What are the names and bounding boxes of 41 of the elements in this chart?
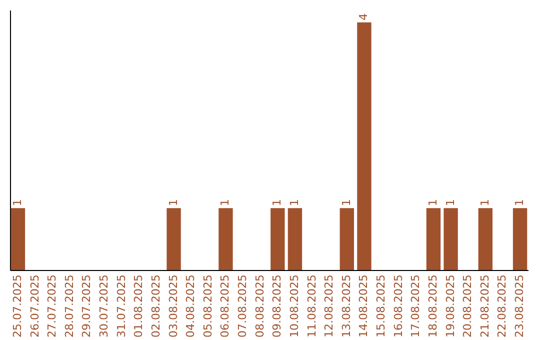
x-tick-label: 10.08.2025: [288, 274, 301, 338]
data-label: 1: [426, 199, 440, 206]
data-label: 1: [270, 199, 284, 206]
x-tick-label: 28.07.2025: [62, 274, 76, 338]
data-label: 1: [218, 199, 232, 206]
x-tick-label: 16.08.2025: [392, 274, 405, 338]
x-tick-label: 21.08.2025: [478, 274, 492, 338]
x-tick-label: 01.08.2025: [132, 274, 146, 338]
data-label: 1: [478, 199, 492, 206]
x-tick-label: 15.08.2025: [374, 274, 388, 338]
x-tick-label: 26.07.2025: [28, 274, 42, 338]
data-label: 4: [357, 13, 370, 20]
x-tick-label: 20.08.2025: [461, 274, 474, 338]
x-tick-label: 04.08.2025: [184, 274, 198, 338]
x-tick-label: 25.07.2025: [10, 274, 24, 338]
x-tick-label: 02.08.2025: [149, 274, 162, 338]
x-tick-label: 06.08.2025: [218, 274, 232, 338]
data-label: 1: [166, 199, 180, 206]
data-label: 1: [288, 199, 301, 206]
x-tick-label: 22.08.2025: [496, 274, 509, 338]
data-label: 1: [10, 199, 24, 206]
x-tick-label: 23.08.2025: [513, 274, 526, 338]
x-tick-label: 31.07.2025: [114, 274, 128, 338]
x-tick-label: 08.08.2025: [253, 274, 266, 338]
x-tick-label: 14.08.2025: [357, 274, 370, 338]
x-tick-label: 29.07.2025: [80, 274, 94, 338]
x-tick-label: 07.08.2025: [236, 274, 250, 338]
x-tick-label: 30.07.2025: [98, 274, 111, 338]
x-tick-label: 03.08.2025: [166, 274, 180, 338]
x-tick-label: 05.08.2025: [201, 274, 214, 338]
x-tick-label: 19.08.2025: [444, 274, 457, 338]
data-label: 1: [340, 199, 353, 206]
x-tick-label: 17.08.2025: [409, 274, 422, 338]
x-tick-label: 09.08.2025: [270, 274, 284, 338]
x-tick-label: 18.08.2025: [426, 274, 440, 338]
x-tick-label: 27.07.2025: [46, 274, 59, 338]
data-label: 1: [513, 199, 526, 206]
x-tick-label: 13.08.2025: [340, 274, 353, 338]
data-label: 1: [444, 199, 457, 206]
x-tick-label: 11.08.2025: [305, 274, 318, 338]
x-tick-label: 12.08.2025: [322, 274, 336, 338]
